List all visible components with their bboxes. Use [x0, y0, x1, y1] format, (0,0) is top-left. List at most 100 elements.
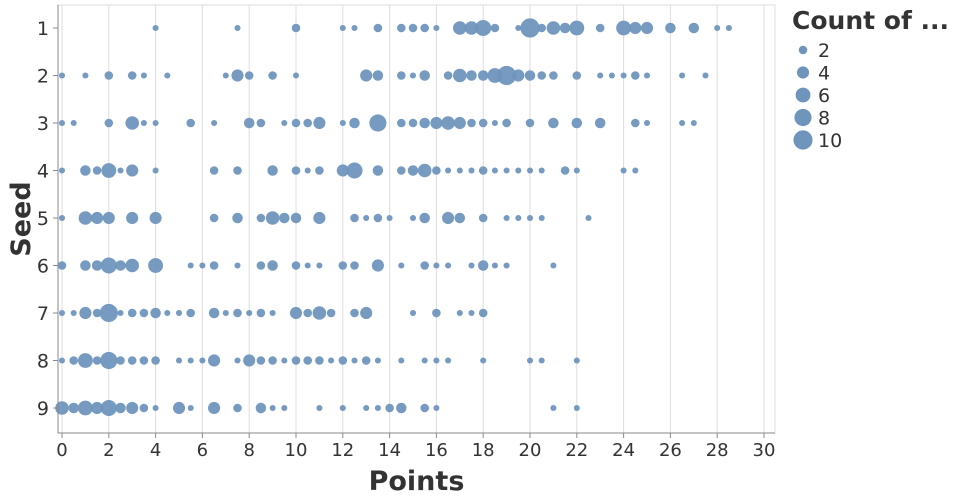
data-point	[548, 117, 559, 129]
data-point	[100, 399, 117, 417]
data-point	[477, 260, 489, 271]
data-point	[453, 21, 467, 35]
data-point	[281, 119, 288, 127]
data-point	[573, 404, 580, 412]
data-point	[640, 21, 654, 35]
data-point	[620, 72, 627, 79]
data-point	[233, 166, 242, 175]
data-point	[397, 118, 406, 128]
data-point	[409, 214, 417, 222]
data-point	[616, 20, 632, 36]
data-point	[303, 356, 312, 365]
grid-layer	[57, 4, 776, 434]
y-tick-label: 1	[37, 18, 49, 40]
data-point	[569, 20, 585, 36]
data-point	[453, 116, 466, 130]
data-point	[456, 309, 463, 317]
data-point	[480, 357, 487, 364]
data-point	[313, 116, 326, 130]
data-point	[338, 261, 348, 270]
data-point	[464, 21, 479, 35]
data-point	[339, 119, 346, 127]
data-point	[187, 404, 194, 412]
legend-label: 8	[818, 108, 830, 130]
data-point	[234, 357, 241, 364]
data-point	[475, 19, 492, 37]
data-point	[445, 357, 452, 364]
data-point	[546, 21, 561, 35]
data-point	[233, 308, 242, 318]
data-point	[338, 356, 348, 365]
data-point	[125, 258, 139, 273]
data-point	[80, 260, 91, 271]
x-tick-label: 12	[331, 440, 354, 461]
data-point	[629, 21, 642, 35]
data-point	[374, 357, 381, 364]
data-point	[222, 72, 229, 79]
data-point	[714, 24, 721, 32]
data-point	[643, 72, 651, 79]
data-point	[456, 167, 463, 174]
data-point	[419, 212, 430, 224]
data-point	[256, 118, 266, 128]
data-point	[491, 119, 498, 127]
data-point	[477, 70, 489, 81]
x-tick-label: 8	[243, 440, 254, 461]
data-point	[58, 357, 66, 364]
data-point	[102, 211, 115, 225]
x-tick-label: 14	[378, 440, 401, 461]
data-point	[233, 403, 242, 413]
data-point	[100, 351, 118, 370]
data-point	[432, 308, 441, 318]
x-tick-label: 6	[197, 440, 208, 461]
data-point	[443, 71, 453, 80]
data-point	[632, 167, 639, 174]
data-point	[525, 118, 535, 128]
data-point	[631, 118, 640, 128]
x-tick-label: 0	[56, 440, 67, 461]
data-point	[243, 117, 255, 129]
data-point	[187, 357, 194, 364]
data-point	[315, 166, 324, 175]
data-point	[175, 357, 183, 364]
data-point	[268, 71, 277, 80]
data-point	[209, 166, 219, 175]
data-point	[164, 309, 171, 317]
data-point	[478, 213, 488, 223]
data-point	[316, 404, 323, 412]
data-point	[172, 401, 186, 415]
data-point	[550, 262, 557, 269]
data-point	[538, 357, 545, 364]
legend-symbol	[796, 66, 810, 79]
data-point	[303, 118, 312, 128]
data-point	[268, 356, 277, 365]
data-point	[292, 72, 300, 79]
x-tick-label: 26	[659, 440, 682, 461]
data-point	[515, 24, 522, 32]
data-point	[148, 258, 164, 273]
data-point	[315, 356, 324, 365]
y-tick-label: 3	[37, 113, 49, 135]
x-tick-label: 22	[565, 440, 588, 461]
data-point	[386, 214, 393, 222]
data-point	[397, 71, 406, 80]
data-point	[77, 353, 93, 368]
data-point	[126, 401, 139, 415]
data-point	[679, 119, 686, 127]
data-point	[373, 23, 383, 33]
data-point	[186, 118, 195, 128]
data-point	[291, 356, 301, 365]
data-point	[126, 164, 139, 177]
data-point	[115, 402, 126, 414]
data-point	[620, 167, 627, 174]
data-point	[503, 262, 510, 269]
data-point	[92, 166, 102, 175]
data-point	[291, 118, 301, 128]
data-point	[69, 356, 78, 365]
data-point	[549, 71, 558, 80]
data-point	[70, 119, 77, 127]
x-tick-label: 4	[150, 440, 161, 461]
legend-symbol	[795, 87, 811, 103]
